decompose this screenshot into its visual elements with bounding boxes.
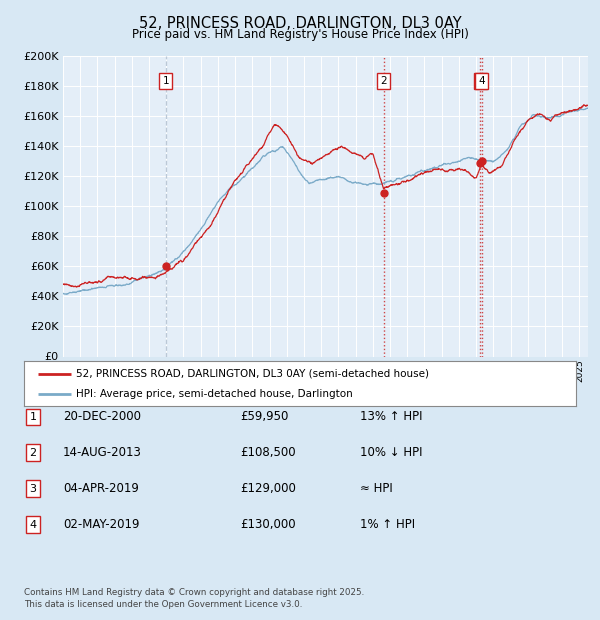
Text: 10% ↓ HPI: 10% ↓ HPI xyxy=(360,446,422,459)
Text: Contains HM Land Registry data © Crown copyright and database right 2025.
This d: Contains HM Land Registry data © Crown c… xyxy=(24,588,364,609)
Text: 3: 3 xyxy=(477,76,484,86)
Text: 1: 1 xyxy=(163,76,169,86)
Text: £130,000: £130,000 xyxy=(240,518,296,531)
Text: ≈ HPI: ≈ HPI xyxy=(360,482,393,495)
Text: 20-DEC-2000: 20-DEC-2000 xyxy=(63,410,141,423)
Text: 2: 2 xyxy=(29,448,37,458)
Text: 4: 4 xyxy=(29,520,37,529)
Text: HPI: Average price, semi-detached house, Darlington: HPI: Average price, semi-detached house,… xyxy=(76,389,353,399)
Text: £108,500: £108,500 xyxy=(240,446,296,459)
Text: Price paid vs. HM Land Registry's House Price Index (HPI): Price paid vs. HM Land Registry's House … xyxy=(131,28,469,41)
Text: 02-MAY-2019: 02-MAY-2019 xyxy=(63,518,139,531)
Text: 1% ↑ HPI: 1% ↑ HPI xyxy=(360,518,415,531)
Text: 52, PRINCESS ROAD, DARLINGTON, DL3 0AY (semi-detached house): 52, PRINCESS ROAD, DARLINGTON, DL3 0AY (… xyxy=(76,368,430,379)
Text: 04-APR-2019: 04-APR-2019 xyxy=(63,482,139,495)
Text: £129,000: £129,000 xyxy=(240,482,296,495)
Text: 1: 1 xyxy=(29,412,37,422)
Text: 52, PRINCESS ROAD, DARLINGTON, DL3 0AY: 52, PRINCESS ROAD, DARLINGTON, DL3 0AY xyxy=(139,16,461,30)
Text: 13% ↑ HPI: 13% ↑ HPI xyxy=(360,410,422,423)
Text: 3: 3 xyxy=(29,484,37,494)
Text: 14-AUG-2013: 14-AUG-2013 xyxy=(63,446,142,459)
Text: £59,950: £59,950 xyxy=(240,410,289,423)
Text: 4: 4 xyxy=(478,76,485,86)
Text: 2: 2 xyxy=(380,76,387,86)
